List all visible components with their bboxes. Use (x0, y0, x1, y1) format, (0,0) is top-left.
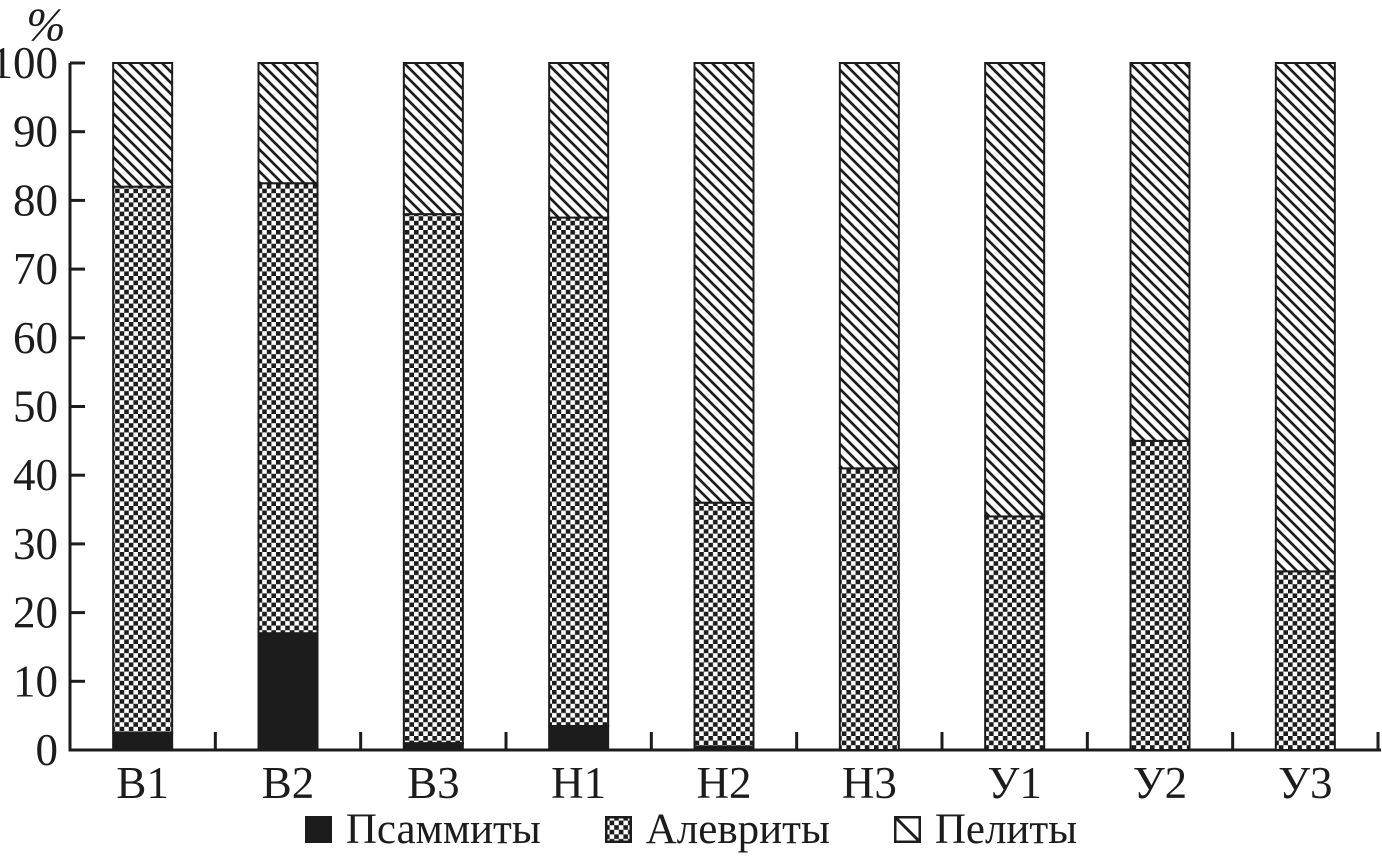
y-tick-label: 70 (13, 244, 58, 294)
bar-segment-У1-diagonal-hatch (984, 62, 1046, 518)
legend-swatch-checker-icon (604, 816, 632, 843)
legend-label-pelity: Пелиты (934, 806, 1078, 853)
bar-segment-В3-checkerboard (402, 213, 464, 745)
bar-segment-Н1-checkerboard (548, 216, 610, 727)
bar-segment-У3-diagonal-hatch (1274, 62, 1336, 573)
bar-segment-В3-solid-black (402, 742, 464, 752)
bar-segment-Н1-diagonal-hatch (548, 62, 610, 219)
bar-segment-В1-diagonal-hatch (112, 62, 174, 188)
x-label-Н1: Н1 (551, 758, 606, 808)
legend: Псаммиты Алевриты Пелиты (0, 808, 1382, 851)
legend-swatch-solid-icon (304, 816, 332, 843)
y-tick-label: 10 (13, 656, 58, 706)
bar-segment-Н3-checkerboard (838, 467, 900, 751)
bar-segment-У3-checkerboard (1274, 570, 1336, 751)
y-tick-label: 50 (13, 382, 58, 432)
legend-label-psammity: Псаммиты (345, 806, 541, 853)
y-tick-label: 20 (13, 588, 58, 638)
legend-swatch-hatch-icon (893, 816, 921, 843)
bar-segment-Н3-diagonal-hatch (838, 62, 900, 470)
y-tick-label: 60 (13, 313, 58, 363)
y-tick-label: 80 (13, 175, 58, 225)
legend-item-psammity: Псаммиты (304, 806, 541, 853)
bar-segment-У2-checkerboard (1129, 439, 1191, 751)
bar-segment-Н2-diagonal-hatch (693, 62, 755, 504)
bar-segment-В2-diagonal-hatch (257, 62, 319, 185)
y-tick-label: 0 (36, 725, 59, 775)
bar-segment-В3-diagonal-hatch (402, 62, 464, 216)
y-tick-label: 40 (13, 450, 58, 500)
legend-label-alevrity: Алевриты (645, 806, 830, 853)
bar-segment-Н1-solid-black (548, 724, 610, 752)
y-tick-label: 90 (13, 107, 58, 157)
legend-item-pelity: Пелиты (893, 806, 1078, 853)
y-tick-label: 100 (0, 38, 58, 88)
x-label-Н2: Н2 (697, 758, 752, 808)
x-label-В1: В1 (116, 758, 169, 808)
legend-item-alevrity: Алевриты (604, 806, 830, 853)
x-label-В2: В2 (262, 758, 315, 808)
bar-segment-У1-checkerboard (984, 515, 1046, 751)
bar-plot-area: 0 10 20 30 40 50 60 70 80 90 100 В1 В2 В3 Н1 Н2 Н3 У1 У2 У3 (0, 38, 1381, 808)
x-label-В3: В3 (407, 758, 460, 808)
x-label-У1: У1 (987, 758, 1041, 808)
x-label-Н3: Н3 (842, 758, 897, 808)
bar-segment-У2-diagonal-hatch (1129, 62, 1191, 442)
x-label-У3: У3 (1278, 758, 1332, 808)
y-axis-unit-label: % (26, 0, 66, 51)
bar-segment-В2-solid-black (257, 632, 319, 752)
bar-segment-В1-solid-black (112, 731, 174, 752)
bar-segment-Н2-checkerboard (693, 501, 755, 748)
bar-segment-В1-checkerboard (112, 185, 174, 734)
y-tick-label: 30 (13, 519, 58, 569)
bar-segment-В2-checkerboard (257, 182, 319, 635)
x-label-У2: У2 (1133, 758, 1187, 808)
